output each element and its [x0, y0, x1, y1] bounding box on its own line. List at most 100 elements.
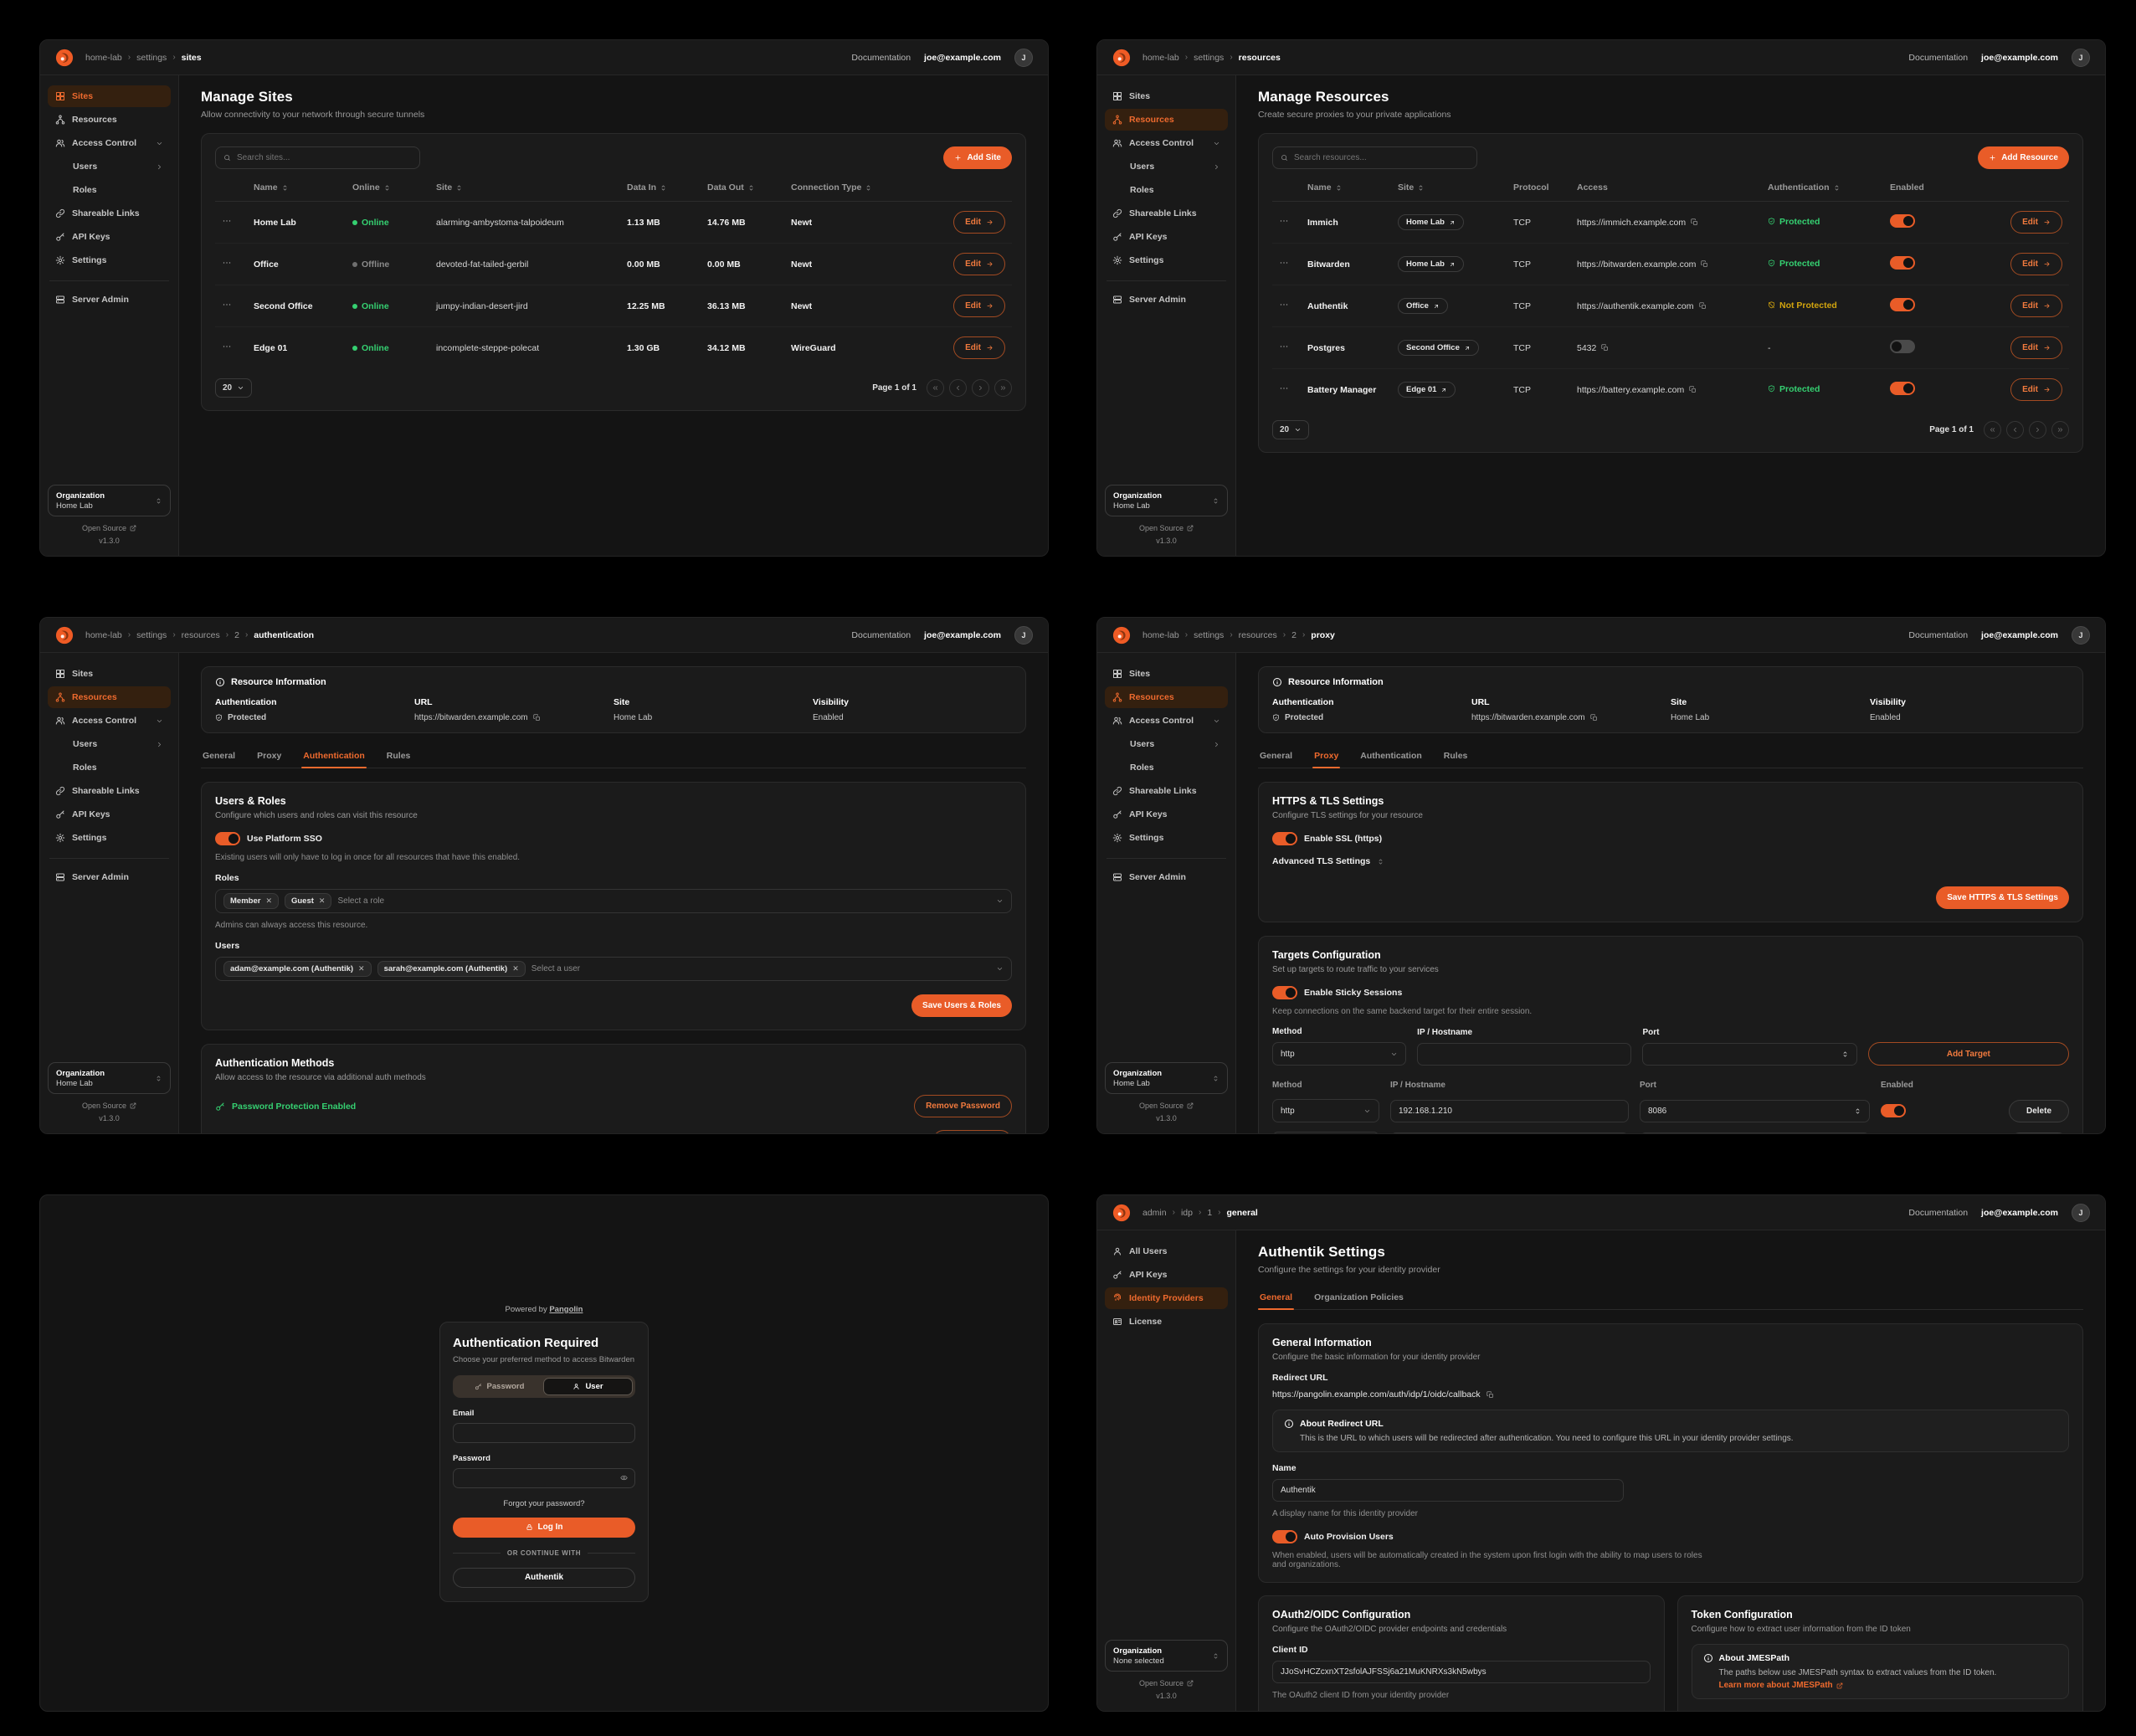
eye-icon[interactable] [620, 1474, 628, 1482]
client-id-field[interactable] [1272, 1661, 1651, 1683]
user-email[interactable]: joe@example.com [1981, 629, 2058, 640]
add-target-button[interactable]: Add Target [1867, 1042, 2069, 1066]
method-select[interactable]: http [1272, 1042, 1407, 1066]
prev-page-button[interactable] [949, 379, 967, 397]
add-resource-button[interactable]: Add Resource [1978, 146, 2069, 169]
remove-chip-icon[interactable]: ✕ [318, 896, 326, 905]
target-method-select[interactable]: http [1272, 1099, 1379, 1122]
breadcrumb-item[interactable]: home-lab [1142, 52, 1179, 63]
row-menu-icon[interactable] [1279, 383, 1289, 393]
row-menu-icon[interactable] [1279, 216, 1289, 226]
documentation-link[interactable]: Documentation [1908, 52, 1969, 63]
avatar[interactable]: J [1014, 48, 1033, 67]
tab-rules[interactable]: Rules [1443, 751, 1468, 761]
platform-sso-toggle[interactable] [215, 832, 240, 845]
edit-button[interactable]: Edit [2010, 211, 2062, 234]
organization-selector[interactable]: Organization Home Lab [48, 485, 171, 516]
column-header-online[interactable]: Online [346, 174, 429, 202]
column-header-data-in[interactable]: Data In [620, 174, 701, 202]
log-in-button[interactable]: Log In [453, 1517, 635, 1538]
site-link-pill[interactable]: Home Lab [1398, 214, 1464, 230]
enabled-toggle[interactable] [1890, 214, 1915, 228]
sidebar-item-sites[interactable]: Sites [1105, 663, 1228, 685]
next-page-button[interactable] [972, 379, 989, 397]
sidebar-item-shareable-links[interactable]: Shareable Links [1105, 780, 1228, 802]
sidebar-item-resources[interactable]: Resources [1105, 109, 1228, 131]
sidebar-item-license[interactable]: License [1105, 1311, 1228, 1333]
first-page-button[interactable] [927, 379, 944, 397]
avatar[interactable]: J [2072, 625, 2090, 645]
page-size-select[interactable]: 20 [215, 378, 253, 398]
row-menu-icon[interactable] [222, 342, 232, 352]
breadcrumb-item[interactable]: 1 [1207, 1207, 1213, 1218]
organization-selector[interactable]: Organization Home Lab [48, 1062, 171, 1094]
site-link-pill[interactable]: Home Lab [1398, 256, 1464, 272]
sidebar-item-sites[interactable]: Sites [48, 663, 171, 685]
sidebar-item-roles[interactable]: Roles [1105, 179, 1228, 201]
breadcrumb-item[interactable]: idp [1180, 1207, 1193, 1218]
sidebar-item-users[interactable]: Users [1105, 156, 1228, 177]
row-menu-icon[interactable] [1279, 342, 1289, 352]
breadcrumb-item[interactable]: settings [136, 629, 167, 640]
breadcrumb-item[interactable]: 2 [234, 629, 239, 640]
delete-target-button[interactable]: Delete [2009, 1099, 2069, 1122]
resource-url[interactable]: https://bitwarden.example.com [1471, 713, 1585, 722]
breadcrumb-item[interactable]: settings [1194, 52, 1225, 63]
column-header-authentication[interactable]: Authentication [1761, 174, 1883, 202]
sidebar-item-shareable-links[interactable]: Shareable Links [48, 203, 171, 224]
avatar[interactable]: J [2072, 1203, 2090, 1222]
sidebar-item-resources[interactable]: Resources [48, 109, 171, 131]
search-resources-input[interactable] [1272, 146, 1477, 169]
site-link-pill[interactable]: Edge 01 [1398, 382, 1456, 398]
remove-chip-icon[interactable]: ✕ [265, 896, 272, 905]
sidebar-item-server-admin[interactable]: Server Admin [1105, 289, 1228, 311]
sidebar-item-server-admin[interactable]: Server Admin [1105, 866, 1228, 888]
remove-chip-icon[interactable]: ✕ [512, 964, 519, 973]
breadcrumb-item[interactable]: resources [181, 629, 220, 640]
documentation-link[interactable]: Documentation [1908, 1207, 1969, 1218]
column-header-data-out[interactable]: Data Out [701, 174, 784, 202]
sidebar-item-access-control[interactable]: Access Control [1105, 132, 1228, 154]
sidebar-item-server-admin[interactable]: Server Admin [48, 866, 171, 888]
access-url[interactable]: https://battery.example.com [1577, 384, 1685, 395]
sidebar-item-api-keys[interactable]: API Keys [1105, 226, 1228, 248]
remove-password-button[interactable]: Remove Password [914, 1095, 1012, 1117]
access-url[interactable]: https://authentik.example.com [1577, 300, 1694, 311]
sidebar-item-settings[interactable]: Settings [48, 827, 171, 849]
breadcrumb-item[interactable]: 2 [1291, 629, 1296, 640]
auto-provision-toggle[interactable] [1272, 1530, 1297, 1543]
edit-button[interactable]: Edit [2010, 295, 2062, 317]
open-source-link[interactable]: Open Source [81, 524, 127, 532]
breadcrumb-item[interactable]: home-lab [85, 52, 122, 63]
sidebar-item-roles[interactable]: Roles [1105, 757, 1228, 778]
next-page-button[interactable] [2029, 421, 2046, 439]
target-method-select[interactable]: http [1272, 1132, 1379, 1133]
edit-button[interactable]: Edit [953, 211, 1005, 234]
user-email[interactable]: joe@example.com [1981, 52, 2058, 63]
row-menu-icon[interactable] [222, 258, 232, 268]
sidebar-item-identity-providers[interactable]: Identity Providers [1105, 1287, 1228, 1309]
port-input[interactable] [1642, 1043, 1857, 1066]
authentik-button[interactable]: Authentik [453, 1567, 635, 1588]
save-https-tls-button[interactable]: Save HTTPS & TLS Settings [1936, 886, 2069, 909]
sidebar-item-access-control[interactable]: Access Control [48, 132, 171, 154]
add-pin-code-button[interactable]: Add PIN Code [932, 1130, 1012, 1133]
sidebar-item-users[interactable]: Users [48, 733, 171, 755]
access-url[interactable]: https://bitwarden.example.com [1577, 259, 1697, 270]
sidebar-item-sites[interactable]: Sites [1105, 85, 1228, 107]
tab-general[interactable]: General [203, 751, 236, 761]
enable-ssl-toggle[interactable] [1272, 832, 1297, 845]
sidebar-item-api-keys[interactable]: API Keys [1105, 804, 1228, 825]
edit-button[interactable]: Edit [953, 253, 1005, 275]
tab-general[interactable]: General [1258, 1287, 1295, 1310]
documentation-link[interactable]: Documentation [851, 629, 911, 640]
sidebar-item-settings[interactable]: Settings [48, 249, 171, 271]
first-page-button[interactable] [1984, 421, 2001, 439]
sidebar-item-resources[interactable]: Resources [48, 686, 171, 708]
tab-proxy[interactable]: Proxy [1312, 745, 1341, 768]
access-url[interactable]: https://immich.example.com [1577, 217, 1687, 228]
tab-user[interactable]: User [543, 1377, 633, 1395]
sidebar-item-all-users[interactable]: All Users [1105, 1240, 1228, 1262]
sidebar-item-settings[interactable]: Settings [1105, 249, 1228, 271]
roles-select[interactable]: Member ✕ Guest ✕ Select a role [215, 889, 1012, 913]
